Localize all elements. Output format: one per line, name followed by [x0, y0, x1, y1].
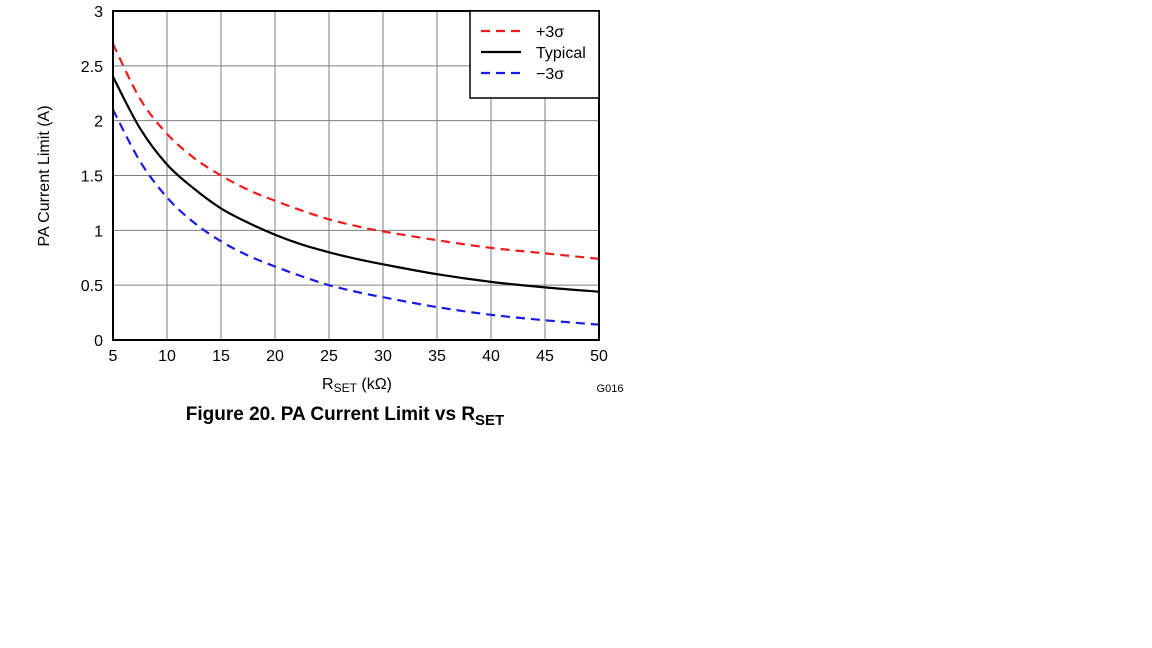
tick-labels: 5 10 15 20 25 30 35 40 45 50 0 0.5 1 1.5 2 2.5 3	[81, 4, 608, 365]
series-line-0	[112, 43, 600, 260]
y-tick-label: 1	[94, 223, 103, 240]
x-tick-label: 20	[266, 348, 284, 365]
legend: +3σ Typical −3σ	[469, 10, 600, 99]
legend-box	[469, 10, 600, 99]
y-tick-label: 0.5	[81, 278, 103, 295]
x-axis-label-sub: SET	[334, 381, 358, 395]
series-line-1	[112, 76, 600, 293]
caption-main: Figure 20. PA Current Limit vs R	[186, 404, 476, 425]
x-tick-label: 30	[374, 348, 392, 365]
y-tick-label: 2	[94, 114, 103, 131]
figure-caption: Figure 20. PA Current Limit vs RSET	[186, 404, 504, 429]
x-tick-label: 35	[428, 348, 446, 365]
plot-frame	[112, 10, 600, 341]
x-tick-label: 5	[109, 348, 118, 365]
y-tick-label: 2.5	[81, 59, 103, 76]
legend-label: −3σ	[536, 66, 564, 83]
x-axis-label-main: R	[322, 376, 334, 393]
caption-sub: SET	[475, 412, 504, 429]
x-tick-label: 15	[212, 348, 230, 365]
x-tick-label: 50	[590, 348, 608, 365]
series-line-2	[112, 109, 600, 326]
figure-code: G016	[597, 383, 624, 395]
y-axis-label: PA Current Limit (A)	[36, 105, 53, 246]
y-tick-label: 3	[94, 4, 103, 21]
x-tick-label: 25	[320, 348, 338, 365]
x-tick-label: 40	[482, 348, 500, 365]
x-tick-label: 10	[158, 348, 176, 365]
y-tick-label: 0	[94, 333, 103, 350]
x-axis-label: RSET (kΩ)	[322, 376, 392, 395]
series-lines	[112, 43, 600, 326]
legend-label: Typical	[536, 45, 586, 62]
y-tick-label: 1.5	[81, 169, 103, 186]
legend-label: +3σ	[536, 24, 564, 41]
x-axis-label-unit: (kΩ)	[357, 376, 392, 393]
x-tick-label: 45	[536, 348, 554, 365]
